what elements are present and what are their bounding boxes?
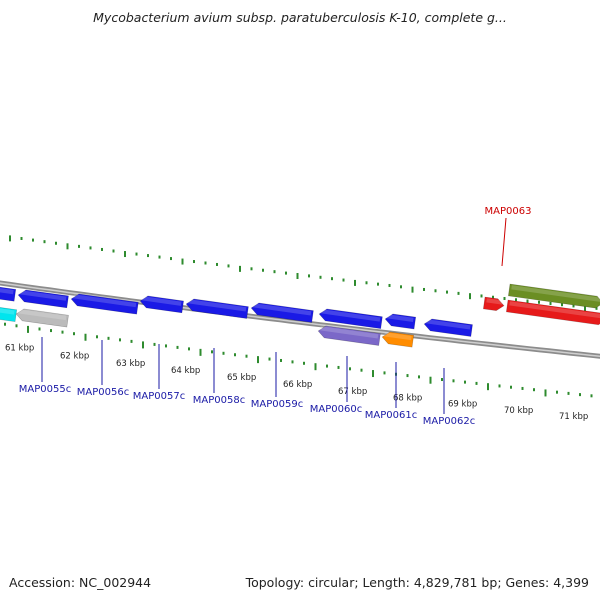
feature-orange (381, 331, 415, 348)
gene-blue (318, 308, 383, 329)
feature-orange-shine (384, 332, 412, 341)
length-value: 4,829,781 bp (413, 575, 498, 590)
gene-blue (17, 289, 69, 309)
feature-purple-shine (320, 326, 379, 339)
gene-blue (70, 293, 139, 315)
gene-label: MAP0061c (365, 410, 417, 421)
backbone-arc-highlight (0, 282, 600, 357)
length-label: Length: (362, 575, 410, 590)
gene-blue-shine (142, 296, 182, 306)
kbp-label: 65 kbp (227, 373, 256, 383)
gene-blue-group (185, 298, 249, 319)
gene-blue-shine (188, 299, 247, 312)
feature-orange-group (381, 331, 415, 348)
gene-blue-group (70, 293, 139, 315)
accession-info: Accession: NC_002944 (9, 575, 151, 590)
feature-purple (317, 325, 381, 346)
kbp-label: 63 kbp (116, 359, 145, 369)
gene-red-shine (486, 298, 503, 305)
gene-label: MAP0057c (133, 391, 185, 402)
kbp-label: 64 kbp (171, 366, 200, 376)
gene-label: MAP0055c (19, 384, 71, 395)
gene-blue (139, 295, 184, 314)
gene-blue-shine (321, 309, 381, 322)
kbp-label: 68 kbp (393, 393, 422, 403)
gene-label: MAP0062c (423, 416, 475, 427)
accession-label: Accession: (9, 575, 76, 590)
gene-blue-shine (426, 319, 471, 330)
gene-blue (0, 286, 17, 302)
label-connector (501, 217, 507, 267)
kbp-label: 62 kbp (60, 351, 89, 361)
kbp-label: 69 kbp (448, 400, 477, 410)
gene-blue (423, 318, 473, 337)
gene-blue-group (318, 308, 383, 329)
genome-title: Mycobacterium avium subsp. paratuberculo… (93, 10, 507, 25)
kbp-label: 70 kbp (504, 406, 533, 416)
gene-blue (185, 298, 249, 319)
feature-grey (15, 308, 69, 328)
gene-blue-shine (387, 314, 414, 323)
gene-blue-group (423, 318, 473, 337)
kbp-label: 66 kbp (283, 380, 312, 390)
feature-purple-group (317, 325, 381, 346)
gene-label: MAP0060c (310, 404, 362, 415)
genes-value: 4,399 (553, 575, 589, 590)
genes-label: Genes: (505, 575, 550, 590)
gene-red (482, 296, 505, 311)
feature-grey-group (15, 308, 69, 328)
gene-blue-group (0, 286, 17, 302)
topology-value: circular (308, 575, 355, 590)
feature-green (507, 283, 600, 309)
accession-value: NC_002944 (79, 575, 152, 590)
gene-blue-shine (73, 294, 137, 308)
gene-blue (384, 313, 417, 330)
gene-label: MAP0058c (193, 395, 245, 406)
gene-blue-shine (0, 287, 14, 295)
feature-cyan-group (0, 306, 18, 322)
gene-label: MAP0063 (485, 206, 532, 217)
gene-red-group (482, 296, 505, 311)
feature-cyan-shine (0, 307, 15, 315)
feature-cyan (0, 306, 18, 322)
feature-grey-shine (18, 309, 67, 321)
gene-blue-group (139, 295, 184, 314)
genome-summary: Topology: circular; Length: 4,829,781 bp… (245, 575, 589, 590)
gene-red-long (505, 299, 600, 326)
gene-red-long-shine (509, 301, 600, 319)
gene-red-long-group (505, 299, 600, 326)
topology-label: Topology: (245, 575, 305, 590)
gene-blue-shine (253, 303, 312, 316)
kbp-label: 71 kbp (559, 412, 588, 422)
gene-blue-group (250, 302, 314, 323)
gene-label: MAP0056c (77, 387, 129, 398)
feature-green-group (507, 283, 600, 309)
gene-label: MAP0059c (251, 399, 303, 410)
feature-green-shine (511, 285, 600, 303)
kbp-label: 61 kbp (5, 344, 34, 354)
gene-blue-shine (20, 290, 67, 301)
kbp-label: 67 kbp (338, 387, 367, 397)
gene-blue-group (384, 313, 417, 330)
gene-blue-group (17, 289, 69, 309)
gene-blue (250, 302, 314, 323)
